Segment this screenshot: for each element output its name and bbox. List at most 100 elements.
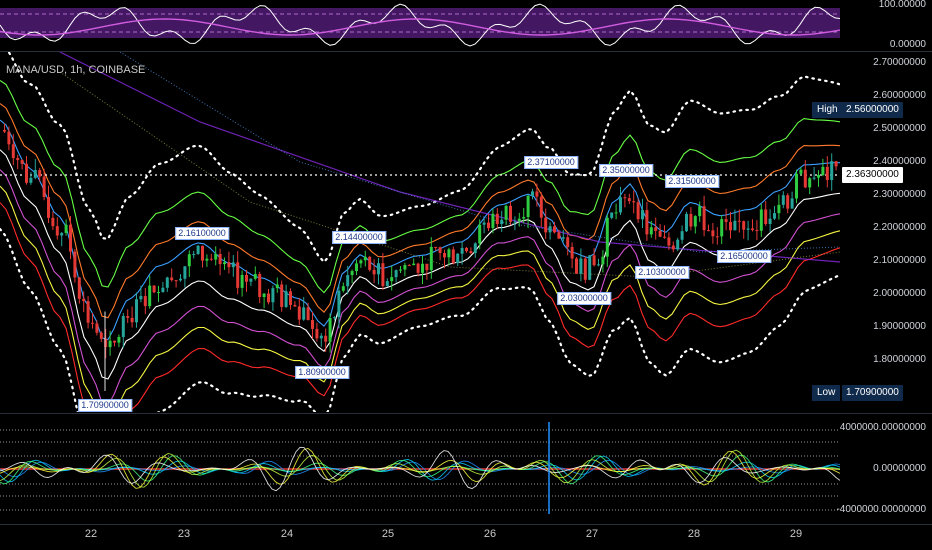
candle-body bbox=[297, 306, 301, 320]
candle-body bbox=[29, 177, 33, 183]
candle-body bbox=[253, 273, 257, 279]
candle-body bbox=[469, 251, 473, 254]
envelope-band bbox=[0, 169, 840, 406]
volume-axis: 4000000.00000000 0.00000000 -4000000.000… bbox=[836, 414, 932, 524]
candle-body bbox=[7, 131, 11, 145]
candle-body bbox=[531, 191, 534, 196]
osc-tick-100: 100.00000 bbox=[878, 0, 926, 10]
candle-body bbox=[544, 217, 548, 233]
candle-body bbox=[394, 270, 398, 278]
candle-body bbox=[381, 263, 385, 287]
volume-tick: -4000000.00000000 bbox=[836, 504, 926, 515]
candle-body bbox=[130, 317, 134, 323]
high-label: High bbox=[812, 102, 843, 118]
candle-body bbox=[773, 213, 776, 219]
candle-body bbox=[742, 221, 746, 230]
candle-body bbox=[328, 317, 332, 342]
candle-body bbox=[698, 206, 702, 217]
osc-tick-0: 0.00000 bbox=[889, 39, 926, 50]
candle-body bbox=[649, 227, 653, 235]
candle-body bbox=[55, 226, 59, 236]
candle-body bbox=[121, 316, 125, 337]
candle-body bbox=[38, 170, 42, 177]
envelope-band-dotted bbox=[0, 227, 840, 412]
candle-body bbox=[139, 296, 143, 300]
candle-body bbox=[803, 169, 807, 188]
candle-body bbox=[588, 255, 592, 280]
oscillator-pane[interactable] bbox=[0, 0, 840, 50]
candle-body bbox=[764, 209, 768, 224]
candle-body bbox=[69, 224, 72, 252]
candle-body bbox=[614, 212, 618, 214]
candle-body bbox=[500, 219, 504, 224]
price-tick: 2.40000000 bbox=[873, 156, 926, 167]
candle-body bbox=[161, 287, 165, 293]
candle-body bbox=[157, 292, 160, 294]
time-tick: 23 bbox=[177, 528, 191, 540]
candle-body bbox=[240, 274, 244, 288]
candle-body bbox=[746, 228, 750, 230]
candle-body bbox=[504, 205, 508, 220]
annotation-label: 2.37100000 bbox=[524, 156, 578, 169]
pane-separator bbox=[0, 51, 932, 52]
price-tick: 2.60000000 bbox=[873, 90, 926, 101]
candle-body bbox=[654, 227, 658, 231]
candle-body bbox=[51, 217, 55, 227]
time-tick: 25 bbox=[381, 528, 395, 540]
volume-oscillator-line bbox=[0, 454, 840, 485]
candle-body bbox=[447, 249, 451, 258]
candle-body bbox=[245, 274, 248, 282]
candle-body bbox=[187, 254, 191, 267]
candle-body bbox=[86, 301, 90, 323]
candle-body bbox=[583, 258, 587, 280]
candle-body bbox=[751, 228, 754, 230]
candle-body bbox=[636, 202, 640, 220]
annotation-label: 2.03000000 bbox=[557, 292, 611, 305]
candle-body bbox=[817, 175, 820, 178]
candle-body bbox=[99, 332, 103, 339]
candle-body bbox=[165, 277, 169, 288]
candle-body bbox=[438, 247, 442, 254]
candle-body bbox=[60, 232, 64, 236]
candle-body bbox=[632, 201, 636, 203]
volume-tick: 0.00000000 bbox=[873, 463, 926, 474]
candle-body bbox=[152, 285, 156, 293]
candle-body bbox=[104, 338, 108, 348]
last-price-tag: 2.36300000 bbox=[842, 167, 903, 183]
candle-body bbox=[808, 178, 812, 188]
oscillator-axis: 100.00000 0.00000 bbox=[840, 0, 932, 50]
candle-body bbox=[768, 218, 772, 224]
low-label: Low bbox=[812, 385, 841, 401]
candle-body bbox=[412, 263, 416, 266]
candle-body bbox=[579, 258, 583, 274]
candle-body bbox=[821, 166, 825, 176]
candle-body bbox=[786, 195, 790, 209]
annotation-label: 2.31500000 bbox=[665, 175, 719, 188]
candle-body bbox=[777, 204, 781, 214]
candle-body bbox=[834, 161, 838, 167]
envelope-band bbox=[0, 149, 840, 380]
candle-body bbox=[711, 230, 715, 237]
price-tick: 2.50000000 bbox=[873, 123, 926, 134]
candle-body bbox=[597, 264, 600, 266]
candle-body bbox=[671, 245, 675, 250]
annotation-label: 1.70900000 bbox=[78, 399, 132, 412]
candle-body bbox=[91, 322, 94, 324]
candle-body bbox=[513, 221, 517, 223]
candle-body bbox=[363, 256, 367, 261]
candle-body bbox=[434, 246, 438, 248]
price-pane[interactable] bbox=[0, 52, 840, 412]
candle-body bbox=[641, 210, 644, 220]
candle-body bbox=[570, 247, 574, 259]
price-tick: 2.30000000 bbox=[873, 189, 926, 200]
candle-body bbox=[350, 271, 354, 276]
candle-body bbox=[456, 253, 460, 264]
candle-body bbox=[407, 265, 411, 267]
price-tick: 2.70000000 bbox=[873, 57, 926, 68]
candle-body bbox=[201, 245, 204, 261]
candle-body bbox=[685, 213, 688, 232]
candle-body bbox=[619, 197, 622, 213]
candle-body bbox=[337, 290, 341, 318]
candle-body bbox=[460, 247, 464, 254]
volume-oscillator-pane[interactable] bbox=[0, 414, 840, 524]
